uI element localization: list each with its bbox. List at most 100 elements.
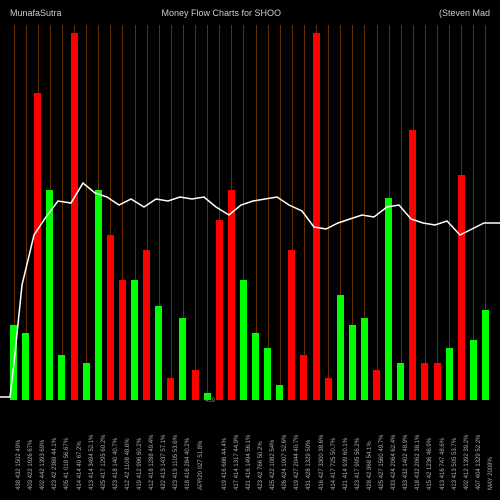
bar xyxy=(349,325,356,400)
x-tick-label: 423 418 140 40.7% xyxy=(113,438,119,490)
x-tick-label: 413 414 3494 52.1% xyxy=(89,435,95,490)
gridline xyxy=(171,25,172,400)
bar xyxy=(58,355,65,400)
x-tick-label: 414 414 40 67.2% xyxy=(77,441,83,490)
bar xyxy=(95,190,102,400)
x-tick-label: 421 414 939 60.1% xyxy=(343,438,349,490)
bar xyxy=(361,318,368,401)
x-axis-labels: 438 432 1502 49% 403 422 1026 67% 402 442 … xyxy=(0,405,500,500)
chart-area xyxy=(0,25,500,400)
x-tick-label: 402 412 1392 39.2% xyxy=(464,435,470,490)
bar xyxy=(167,378,174,401)
gridline xyxy=(377,25,378,400)
bar xyxy=(264,348,271,401)
x-tick-label: 415 42 1236 46.9% xyxy=(427,438,433,490)
x-tick-label: 422 413 1437 57.1% xyxy=(161,435,167,490)
bar xyxy=(34,93,41,401)
bar xyxy=(470,340,477,400)
x-tick-label: 423 42 766 50.2% xyxy=(258,441,264,490)
x-tick-label: 431 428 1329 50% xyxy=(306,440,312,490)
x-tick-label: MAY 2008% xyxy=(488,457,494,490)
bar xyxy=(385,198,392,401)
x-tick-label: 426 424 1007 52.6% xyxy=(282,435,288,490)
x-tick-label: 423 419 1105 53.6% xyxy=(173,435,179,490)
x-tick-label: 433 432 1402 48.9% xyxy=(403,435,409,490)
x-tick-label: 425 417 1295 60.2% xyxy=(101,435,107,490)
x-tick-label: 418 416 284 40.2% xyxy=(185,438,191,490)
gridline xyxy=(268,25,269,400)
x-tick-label: 419 416 686 44.4% xyxy=(222,438,228,490)
gridline xyxy=(401,25,402,400)
x-tick-label: 438 432 1502 49% xyxy=(16,440,22,490)
x-tick-label: 407 404 1329 52.2% xyxy=(476,435,482,490)
x-tick-label: 419 412 996 60.2% xyxy=(137,438,143,490)
gridline xyxy=(304,25,305,400)
bar xyxy=(288,250,295,400)
bar xyxy=(373,370,380,400)
gridline xyxy=(280,25,281,400)
x-tick-label: 418 432 2062 38.1% xyxy=(415,435,421,490)
bar xyxy=(325,378,332,401)
bar xyxy=(276,385,283,400)
bar xyxy=(143,250,150,400)
brand-label: MunafaSutra xyxy=(10,8,62,18)
title-right: even Mad xyxy=(450,8,490,18)
bar xyxy=(228,190,235,400)
bar xyxy=(131,280,138,400)
gridline xyxy=(62,25,63,400)
bar xyxy=(313,33,320,401)
bar xyxy=(252,333,259,401)
bar xyxy=(119,280,126,400)
bar xyxy=(434,363,441,401)
title-mid: Money Flow Charts for SHOO xyxy=(62,8,439,18)
x-tick-label: 428 42 968 54.1% xyxy=(367,441,373,490)
gridline xyxy=(437,25,438,400)
bar xyxy=(300,355,307,400)
gridline xyxy=(425,25,426,400)
bar xyxy=(216,220,223,400)
gridline xyxy=(449,25,450,400)
x-tick-label: 402 442 1393 69% xyxy=(40,440,46,490)
bar xyxy=(192,370,199,400)
x-tick-label: 423 42 2369 44.1% xyxy=(52,438,58,490)
x-tick-label: 433 424 2064 62.4% xyxy=(391,435,397,490)
chart-header: MunafaSutra Money Flow Charts for SHOO (… xyxy=(0,8,500,18)
x-tick-label: 413 416 747 48.6% xyxy=(440,438,446,490)
gridline xyxy=(207,25,208,400)
x-tick-label: 413 413 505 53.7% xyxy=(452,438,458,490)
x-tick-label: 419 427 2044 40.7% xyxy=(294,435,300,490)
bar xyxy=(409,130,416,400)
x-tick-label: 414 417 725 50.7% xyxy=(331,438,337,490)
x-tick-label: 416 427 3300 38.6% xyxy=(319,435,325,490)
x-tick-label: 425 422 1082 54% xyxy=(270,440,276,490)
bar xyxy=(71,33,78,401)
gridline xyxy=(328,25,329,400)
x-tick-label: 423 417 995 56.2% xyxy=(355,438,361,490)
bar xyxy=(155,306,162,400)
bar xyxy=(179,318,186,401)
bar xyxy=(22,333,29,401)
bar xyxy=(107,235,114,400)
x-tick-label: 403 422 1026 67% xyxy=(28,440,34,490)
bar xyxy=(10,325,17,400)
x-tick-label: 417 414 1317 44.9% xyxy=(234,435,240,490)
bar xyxy=(46,190,53,400)
bar xyxy=(240,280,247,400)
bar xyxy=(458,175,465,400)
bar xyxy=(421,363,428,401)
bar xyxy=(83,363,90,401)
gridline xyxy=(86,25,87,400)
x-tick-label: 425 427 1560 49.7% xyxy=(379,435,385,490)
x-tick-label: 421 416 1494 56.1% xyxy=(246,435,252,490)
x-tick-label: 412 418 1288 49.4% xyxy=(149,435,155,490)
x-tick-label: 405 41 018 56.67% xyxy=(64,438,70,490)
title-midright: (St xyxy=(439,8,451,18)
bar xyxy=(337,295,344,400)
axis-extra-label: 459 xyxy=(205,398,215,404)
x-tick-label: APR20 027 51.8% xyxy=(198,441,204,490)
bar xyxy=(397,363,404,401)
bar xyxy=(482,310,489,400)
gridline xyxy=(195,25,196,400)
bar xyxy=(446,348,453,401)
x-tick-label: 412 42 1108 48.6% xyxy=(125,438,131,490)
